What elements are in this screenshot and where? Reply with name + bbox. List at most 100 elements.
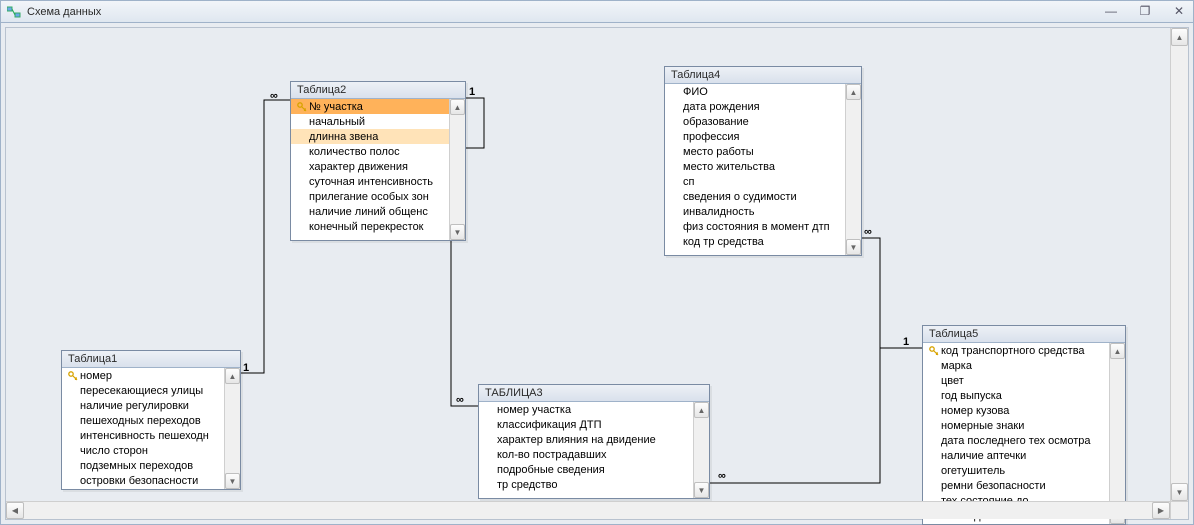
- field-row[interactable]: прилегание особых зон: [291, 189, 449, 204]
- field-row[interactable]: дата последнего тех осмотра: [923, 433, 1109, 448]
- table-box-t3[interactable]: ТАБЛИЦА3 номер участкаклассификация ДТП ха…: [478, 384, 710, 499]
- table-scrollbar[interactable]: ▲▼: [1109, 343, 1125, 524]
- field-row[interactable]: номерные знаки: [923, 418, 1109, 433]
- field-name: профессия: [683, 131, 841, 143]
- table-header[interactable]: Таблица5: [923, 326, 1125, 343]
- scroll-left-button[interactable]: ◀: [6, 502, 24, 519]
- table-scrollbar[interactable]: ▲▼: [693, 402, 709, 498]
- cardinality-label: ∞: [270, 90, 278, 102]
- table-header[interactable]: Таблица2: [291, 82, 465, 99]
- field-row[interactable]: интенсивность пешеходн: [62, 428, 224, 443]
- table-body: № участканачальныйдлинна звена количество…: [291, 99, 465, 240]
- field-row[interactable]: количество полос: [291, 144, 449, 159]
- field-row[interactable]: сведения о судимости: [665, 189, 845, 204]
- table-scrollbar[interactable]: ▲▼: [845, 84, 861, 255]
- field-name: код тр средства: [683, 236, 841, 248]
- field-row[interactable]: наличие аптечки: [923, 448, 1109, 463]
- field-row[interactable]: пешеходных переходов: [62, 413, 224, 428]
- field-name: огетушитель: [941, 465, 1105, 477]
- field-row[interactable]: код транспортного средства: [923, 343, 1109, 358]
- close-button[interactable]: ✕: [1169, 3, 1189, 19]
- field-row[interactable]: тр средство: [479, 477, 693, 492]
- field-row[interactable]: классификация ДТП: [479, 417, 693, 432]
- field-row[interactable]: номер: [62, 368, 224, 383]
- titlebar[interactable]: Схема данных — ❐ ✕: [1, 1, 1193, 23]
- field-row[interactable]: наличие линий общенс: [291, 204, 449, 219]
- field-row[interactable]: длинна звена: [291, 129, 449, 144]
- field-name: место жительства: [683, 161, 841, 173]
- canvas-scrollbar-horizontal[interactable]: ◀ ▶: [6, 501, 1170, 519]
- field-name: количество полос: [309, 146, 445, 158]
- minimize-button[interactable]: —: [1101, 3, 1121, 19]
- field-row[interactable]: год выпуска: [923, 388, 1109, 403]
- field-name: дата последнего тех осмотра: [941, 435, 1105, 447]
- field-list: номер участкаклассификация ДТП характер в…: [479, 402, 693, 498]
- table-header[interactable]: Таблица1: [62, 351, 240, 368]
- field-row[interactable]: кол-во пострадавших: [479, 447, 693, 462]
- cardinality-label: ∞: [718, 470, 726, 482]
- field-row[interactable]: место жительства: [665, 159, 845, 174]
- table-scrollbar[interactable]: ▲▼: [224, 368, 240, 489]
- field-name: номерные знаки: [941, 420, 1105, 432]
- field-name: дата рождения: [683, 101, 841, 113]
- field-name: пешеходных переходов: [80, 415, 220, 427]
- table-scrollbar[interactable]: ▲▼: [449, 99, 465, 240]
- pk-icon: [66, 371, 80, 381]
- scroll-down-button[interactable]: ▼: [1171, 483, 1188, 501]
- field-row[interactable]: номер участка: [479, 402, 693, 417]
- field-row[interactable]: код тр средства: [665, 234, 845, 249]
- table-box-t4[interactable]: Таблица4 ФИО дата рожденияобразование профе…: [664, 66, 862, 256]
- field-name: характер влияния на двидение: [497, 434, 689, 446]
- scroll-up-button[interactable]: ▲: [1171, 28, 1188, 46]
- restore-button[interactable]: ❐: [1135, 3, 1155, 19]
- field-row[interactable]: место работы: [665, 144, 845, 159]
- field-row[interactable]: профессия: [665, 129, 845, 144]
- field-row[interactable]: цвет: [923, 373, 1109, 388]
- field-list: код транспортного средствамаркацветгод в…: [923, 343, 1109, 524]
- field-name: ремни безопасности: [941, 480, 1105, 492]
- field-row[interactable]: характер движения: [291, 159, 449, 174]
- field-name: наличие аптечки: [941, 450, 1105, 462]
- field-name: интенсивность пешеходн: [80, 430, 220, 442]
- field-name: № участка: [309, 101, 445, 113]
- field-row[interactable]: образование: [665, 114, 845, 129]
- cardinality-label: ∞: [456, 394, 464, 406]
- field-row[interactable]: характер влияния на двидение: [479, 432, 693, 447]
- field-name: номер кузова: [941, 405, 1105, 417]
- field-row[interactable]: суточная интенсивность: [291, 174, 449, 189]
- table-body: номерпересекающиеся улицыналичие регулир…: [62, 368, 240, 489]
- field-row[interactable]: ремни безопасности: [923, 478, 1109, 493]
- table-header[interactable]: ТАБЛИЦА3: [479, 385, 709, 402]
- table-box-t1[interactable]: Таблица1номерпересекающиеся улицыналичие…: [61, 350, 241, 490]
- table-body: ФИОдата рожденияобразованиепрофессиямест…: [665, 84, 861, 255]
- field-row[interactable]: дата рождения: [665, 99, 845, 114]
- scroll-right-button[interactable]: ▶: [1152, 502, 1170, 519]
- diagram-canvas[interactable]: Таблица1номерпересекающиеся улицыналичие…: [6, 28, 1170, 501]
- field-row[interactable]: наличие регулировки: [62, 398, 224, 413]
- table-box-t5[interactable]: Таблица5код транспортного средствамаркац…: [922, 325, 1126, 525]
- field-name: прилегание особых зон: [309, 191, 445, 203]
- field-name: число сторон: [80, 445, 220, 457]
- field-name: кол-во пострадавших: [497, 449, 689, 461]
- table-header[interactable]: Таблица4: [665, 67, 861, 84]
- field-row[interactable]: огетушитель: [923, 463, 1109, 478]
- field-row[interactable]: конечный перекресток: [291, 219, 449, 234]
- table-box-t2[interactable]: Таблица2 № участканачальныйдлинна звена ко…: [290, 81, 466, 241]
- field-row[interactable]: подробные сведения: [479, 462, 693, 477]
- field-row[interactable]: сп: [665, 174, 845, 189]
- field-name: ФИО: [683, 86, 841, 98]
- field-row[interactable]: пересекающиеся улицы: [62, 383, 224, 398]
- field-row[interactable]: ФИО: [665, 84, 845, 99]
- pk-icon: [295, 102, 309, 112]
- canvas-scrollbar-vertical[interactable]: ▲ ▼: [1170, 28, 1188, 501]
- field-row[interactable]: марка: [923, 358, 1109, 373]
- field-name: номер участка: [497, 404, 689, 416]
- field-row[interactable]: номер кузова: [923, 403, 1109, 418]
- field-row[interactable]: физ состояния в момент дтп: [665, 219, 845, 234]
- field-row[interactable]: островки безопасности: [62, 473, 224, 488]
- field-row[interactable]: инвалидность: [665, 204, 845, 219]
- field-row[interactable]: число сторон: [62, 443, 224, 458]
- field-row[interactable]: подземных переходов: [62, 458, 224, 473]
- field-row[interactable]: № участка: [291, 99, 449, 114]
- field-row[interactable]: начальный: [291, 114, 449, 129]
